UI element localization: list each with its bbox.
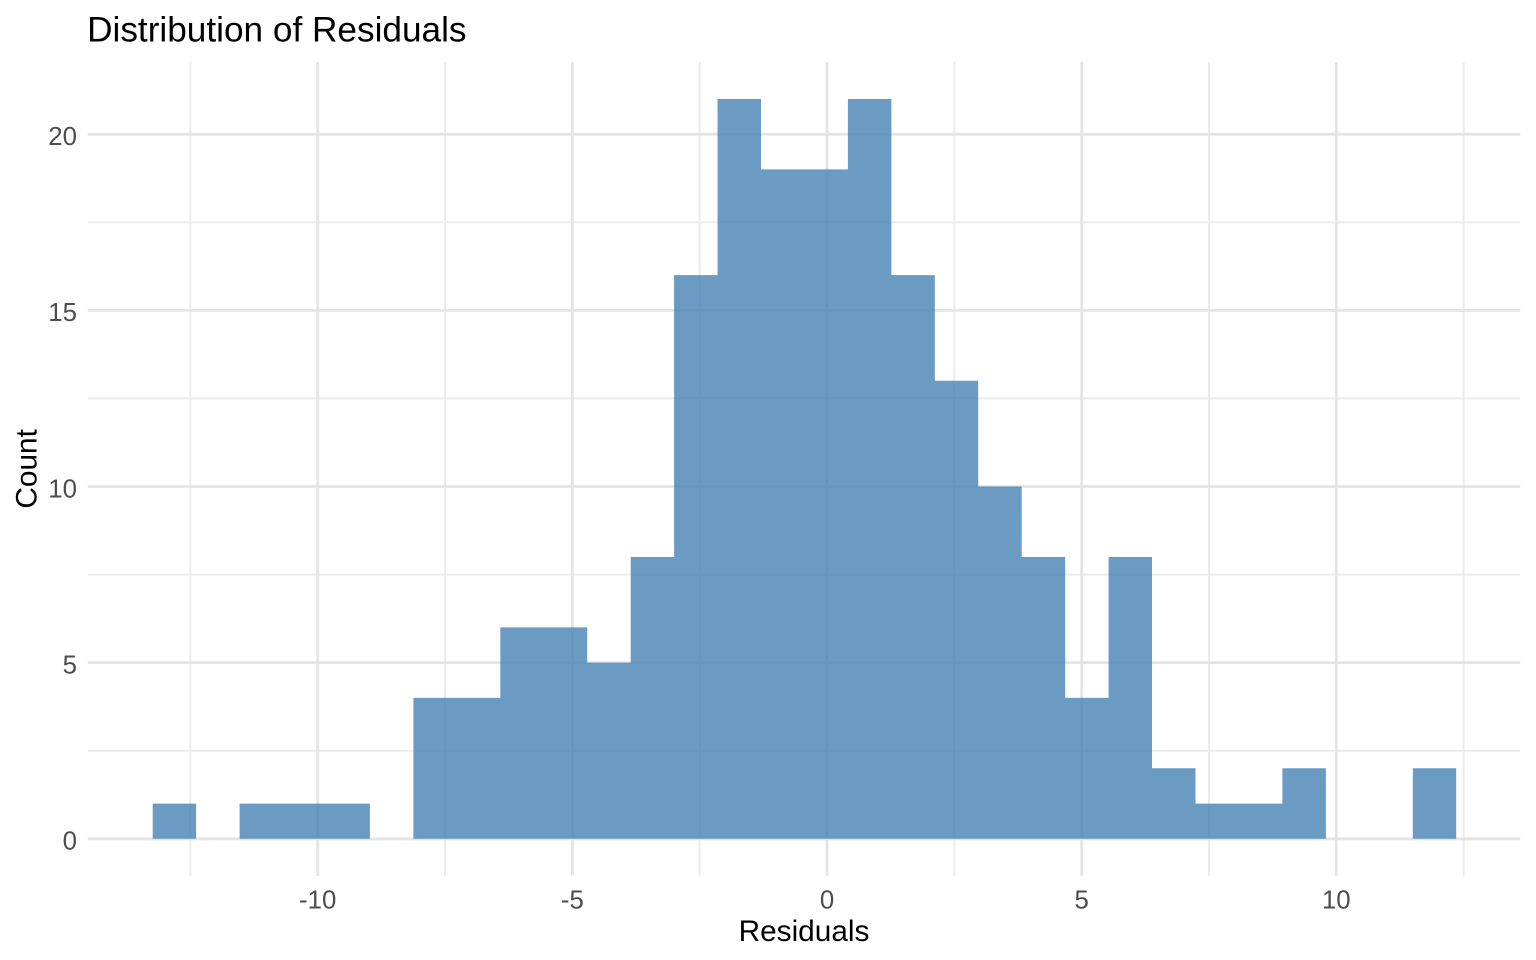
svg-text:Distribution of Residuals: Distribution of Residuals (87, 10, 466, 49)
svg-text:5: 5 (63, 651, 77, 679)
svg-text:0: 0 (63, 828, 77, 856)
svg-text:Residuals: Residuals (739, 915, 870, 948)
svg-text:10: 10 (48, 475, 77, 503)
svg-text:5: 5 (1075, 886, 1089, 914)
svg-text:-10: -10 (299, 886, 336, 914)
svg-text:-5: -5 (561, 886, 584, 914)
svg-text:20: 20 (48, 123, 77, 151)
svg-text:0: 0 (820, 886, 834, 914)
svg-text:Count: Count (10, 428, 43, 508)
svg-text:10: 10 (1322, 886, 1351, 914)
svg-text:15: 15 (48, 299, 77, 327)
